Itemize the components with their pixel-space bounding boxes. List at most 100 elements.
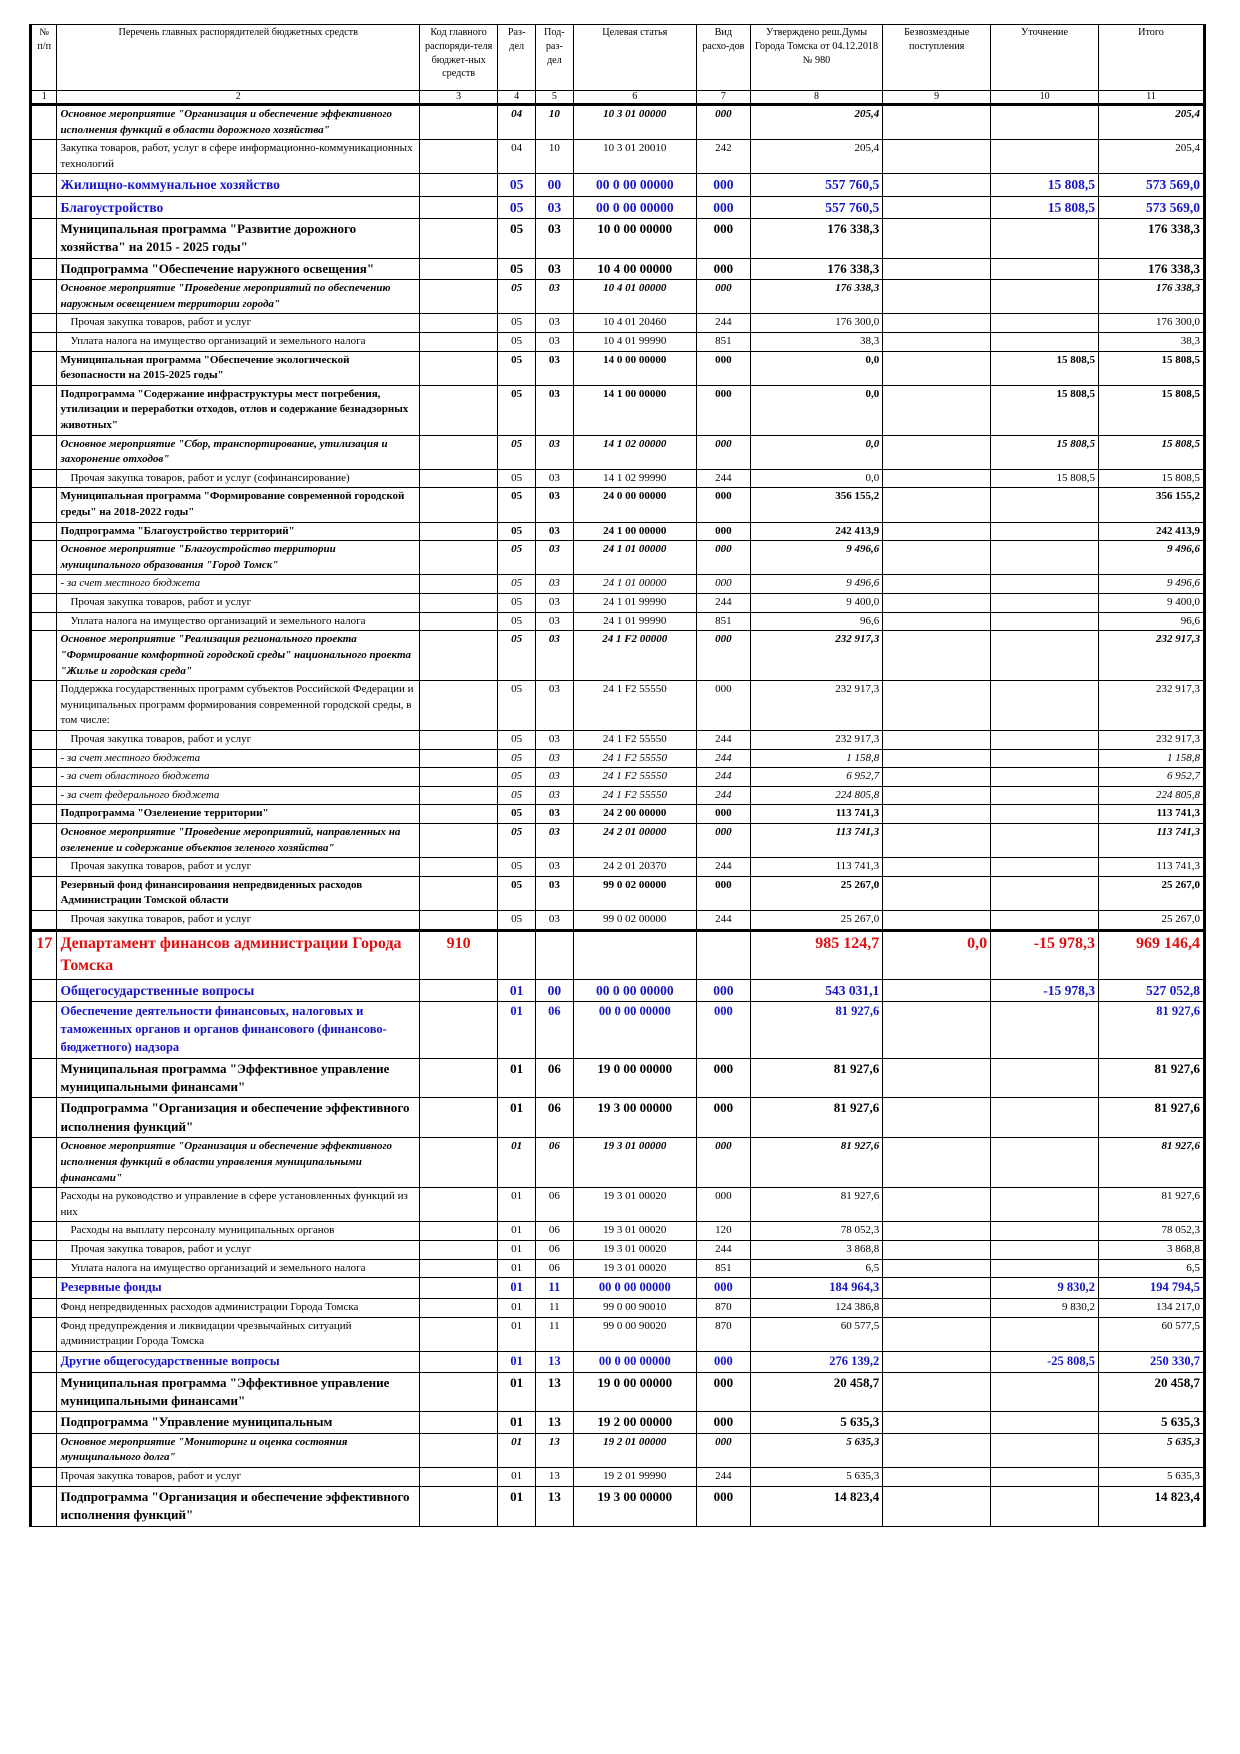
row-name: Основное мероприятие "Реализация региона… [56, 630, 420, 682]
row-approved: 25 267,0 [749, 875, 884, 912]
row-expense-type: 242 [695, 139, 751, 175]
row-total: 78 052,3 [1098, 1221, 1206, 1241]
row-total: 232 917,3 [1098, 680, 1206, 731]
column-number: 4 [497, 90, 536, 106]
row-podrazdel: 11 [535, 1277, 574, 1299]
row-name: Основное мероприятие "Проведение меропри… [56, 822, 420, 859]
budget-table: № п/п Перечень главных распорядителей бю… [28, 24, 1206, 1527]
row-code [418, 1239, 499, 1260]
row-number: 17 [28, 928, 58, 981]
row-approved: 184 964,3 [749, 1277, 884, 1299]
row-adjustment: 15 808,5 [990, 384, 1100, 436]
row-expense-type: 244 [695, 468, 751, 489]
row-approved: 113 741,3 [749, 822, 884, 859]
row-expense-type: 000 [695, 1485, 751, 1527]
header-razdel: Раз-дел [497, 24, 536, 91]
row-number [28, 173, 58, 197]
row-name: Муниципальная программа "Эффективное упр… [56, 1057, 420, 1099]
row-target-article: 24 1 00 00000 [572, 521, 697, 542]
column-number-row: 1 2 3 4 5 6 7 8 9 10 11 [28, 90, 1206, 106]
row-number [28, 910, 58, 931]
row-free-receipts [882, 1239, 992, 1260]
row-number [28, 331, 58, 352]
row-total: 176 338,3 [1098, 279, 1206, 315]
row-podrazdel: 03 [535, 540, 574, 576]
column-number: 8 [749, 90, 884, 106]
row-expense-type: 000 [695, 1411, 751, 1434]
row-free-receipts [882, 540, 992, 576]
table-row: Прочая закупка товаров, работ и услуг 05 0… [28, 313, 1206, 333]
row-free-receipts [882, 1316, 992, 1352]
table-row: Прочая закупка товаров, работ и услуг 05 0… [28, 910, 1206, 931]
row-target-article: 19 3 01 00020 [572, 1258, 697, 1279]
row-razdel: 05 [497, 487, 536, 523]
row-number [28, 680, 58, 731]
row-razdel: 01 [497, 979, 536, 1003]
row-name: Прочая закупка товаров, работ и услуг [56, 593, 420, 613]
row-code [418, 217, 499, 259]
row-name: - за счет местного бюджета [56, 574, 420, 595]
row-name: Фонд непредвиденных расходов администрац… [56, 1297, 420, 1318]
row-adjustment [990, 748, 1100, 769]
row-expense-type: 851 [695, 331, 751, 352]
row-approved: 3 868,8 [749, 1239, 884, 1260]
row-approved: 1 158,8 [749, 748, 884, 769]
row-adjustment: 9 830,2 [990, 1277, 1100, 1299]
row-name: Подпрограмма "Благоустройство территорий… [56, 521, 420, 542]
table-row: Подпрограмма "Организация и обеспечение … [28, 1097, 1206, 1139]
row-expense-type: 244 [695, 313, 751, 333]
row-number [28, 313, 58, 333]
row-razdel: 05 [497, 729, 536, 750]
row-podrazdel: 13 [535, 1411, 574, 1434]
row-number [28, 195, 58, 219]
row-total: 527 052,8 [1098, 979, 1206, 1003]
row-code [418, 1485, 499, 1527]
row-number [28, 822, 58, 859]
row-razdel: 05 [497, 785, 536, 806]
row-free-receipts [882, 1137, 992, 1189]
row-target-article: 24 1 F2 55550 [572, 785, 697, 806]
row-free-receipts [882, 785, 992, 806]
row-name: Основное мероприятие "Благоустройство те… [56, 540, 420, 576]
table-row: Основное мероприятие "Сбор, транспортиро… [28, 434, 1206, 470]
table-row: Жилищно-коммунальное хозяйство 05 00 00 0 0… [28, 173, 1206, 197]
row-expense-type: 000 [695, 540, 751, 576]
table-row: Муниципальная программа "Развитие дорожн… [28, 217, 1206, 259]
row-name: Прочая закупка товаров, работ и услуг [56, 729, 420, 750]
row-approved: 5 635,3 [749, 1411, 884, 1434]
row-adjustment [990, 1467, 1100, 1487]
row-free-receipts [882, 1467, 992, 1487]
row-adjustment: -25 808,5 [990, 1350, 1100, 1373]
row-approved: 81 927,6 [749, 1137, 884, 1189]
row-number [28, 540, 58, 576]
row-code [418, 139, 499, 175]
row-approved: 124 386,8 [749, 1297, 884, 1318]
row-adjustment: -15 978,3 [990, 979, 1100, 1003]
header-row: № п/п Перечень главных распорядителей бю… [28, 24, 1206, 91]
row-podrazdel: 03 [535, 729, 574, 750]
column-number: 3 [418, 90, 499, 106]
row-number [28, 1277, 58, 1299]
row-name: Прочая закупка товаров, работ и услуг [56, 1467, 420, 1487]
row-expense-type: 000 [695, 680, 751, 731]
row-approved: 557 760,5 [749, 173, 884, 197]
row-free-receipts [882, 1001, 992, 1059]
row-code [418, 611, 499, 632]
row-podrazdel: 03 [535, 822, 574, 859]
row-code [418, 257, 499, 281]
row-expense-type: 000 [695, 173, 751, 197]
row-expense-type: 000 [695, 1137, 751, 1189]
row-free-receipts [882, 139, 992, 175]
row-free-receipts [882, 857, 992, 877]
row-expense-type: 000 [695, 521, 751, 542]
row-target-article: 10 4 01 99990 [572, 331, 697, 352]
table-row: Расходы на выплату персоналу муниципальн… [28, 1221, 1206, 1241]
row-total: 9 496,6 [1098, 540, 1206, 576]
row-adjustment [990, 279, 1100, 315]
row-expense-type: 000 [695, 434, 751, 470]
row-podrazdel: 03 [535, 468, 574, 489]
row-razdel: 01 [497, 1097, 536, 1139]
row-total: 15 808,5 [1098, 434, 1206, 470]
row-code [418, 434, 499, 470]
row-number [28, 1316, 58, 1352]
